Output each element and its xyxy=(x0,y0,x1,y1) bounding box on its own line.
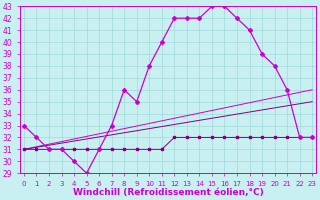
X-axis label: Windchill (Refroidissement éolien,°C): Windchill (Refroidissement éolien,°C) xyxy=(73,188,263,197)
